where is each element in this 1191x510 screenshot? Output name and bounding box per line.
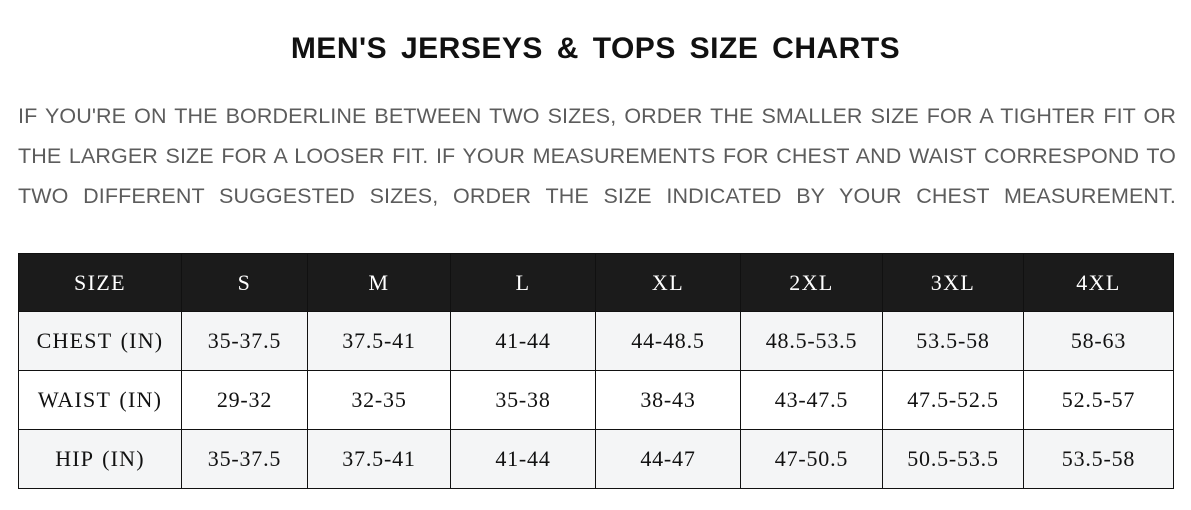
- cell-chest-4xl: 58-63: [1023, 311, 1174, 371]
- cell-waist-2xl: 43-47.5: [740, 370, 883, 430]
- table-row: CHEST (IN) 35-37.5 37.5-41 41-44 44-48.5…: [18, 311, 1174, 371]
- column-header-m: M: [307, 253, 451, 312]
- table-body: CHEST (IN) 35-37.5 37.5-41 41-44 44-48.5…: [18, 311, 1174, 489]
- row-label-hip: HIP (IN): [18, 429, 182, 489]
- row-label-waist: WAIST (IN): [18, 370, 182, 430]
- cell-waist-s: 29-32: [181, 370, 308, 430]
- cell-hip-3xl: 50.5-53.5: [882, 429, 1024, 489]
- table-header-row: SIZE S M L XL 2XL 3XL 4XL: [18, 253, 1174, 312]
- cell-hip-xl: 44-47: [595, 429, 741, 489]
- cell-chest-3xl: 53.5-58: [882, 311, 1024, 371]
- cell-waist-3xl: 47.5-52.5: [882, 370, 1024, 430]
- column-header-2xl: 2XL: [740, 253, 883, 312]
- column-header-xl: XL: [595, 253, 741, 312]
- table-header: SIZE S M L XL 2XL 3XL 4XL: [18, 253, 1174, 312]
- table-row: WAIST (IN) 29-32 32-35 35-38 38-43 43-47…: [18, 370, 1174, 430]
- size-table-container: SIZE S M L XL 2XL 3XL 4XL CHEST (IN) 35-…: [18, 253, 1174, 489]
- cell-chest-2xl: 48.5-53.5: [740, 311, 883, 371]
- cell-hip-m: 37.5-41: [307, 429, 451, 489]
- cell-hip-2xl: 47-50.5: [740, 429, 883, 489]
- cell-waist-xl: 38-43: [595, 370, 741, 430]
- fit-guidance-note: IF YOU'RE ON THE BORDERLINE BETWEEN TWO …: [18, 104, 1176, 208]
- cell-waist-m: 32-35: [307, 370, 451, 430]
- page-title: MEN'S JERSEYS & TOPS SIZE CHARTS: [290, 32, 901, 65]
- cell-chest-l: 41-44: [450, 311, 596, 371]
- cell-chest-s: 35-37.5: [181, 311, 308, 371]
- column-header-s: S: [181, 253, 308, 312]
- table-row: HIP (IN) 35-37.5 37.5-41 41-44 44-47 47-…: [18, 429, 1174, 489]
- row-label-chest: CHEST (IN): [18, 311, 182, 371]
- cell-hip-l: 41-44: [450, 429, 596, 489]
- cell-waist-4xl: 52.5-57: [1023, 370, 1174, 430]
- cell-chest-m: 37.5-41: [307, 311, 451, 371]
- cell-hip-4xl: 53.5-58: [1023, 429, 1174, 489]
- cell-hip-s: 35-37.5: [181, 429, 308, 489]
- column-header-l: L: [450, 253, 596, 312]
- column-header-4xl: 4XL: [1023, 253, 1174, 312]
- column-header-3xl: 3XL: [882, 253, 1024, 312]
- cell-chest-xl: 44-48.5: [595, 311, 741, 371]
- cell-waist-l: 35-38: [450, 370, 596, 430]
- column-header-size: SIZE: [18, 253, 182, 312]
- size-chart-table: SIZE S M L XL 2XL 3XL 4XL CHEST (IN) 35-…: [18, 253, 1174, 489]
